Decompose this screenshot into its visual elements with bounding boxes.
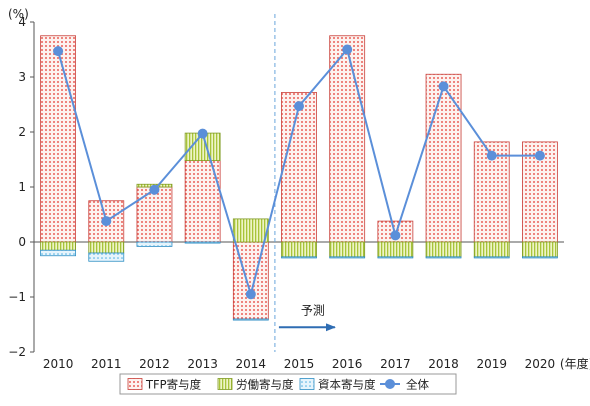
bar-segment-labor: [88, 241, 125, 254]
x-tick-label: 2016: [332, 357, 363, 371]
legend-item-tfp: TFP寄与度: [127, 378, 202, 392]
x-tick-label: 2011: [91, 357, 122, 371]
total-point: [294, 101, 304, 112]
bar-segment-capital: [40, 249, 76, 257]
forecast-annotation: 予測: [274, 14, 336, 352]
total-point: [101, 216, 112, 227]
x-tick-label: 2020: [525, 357, 556, 371]
bar-segment-labor: [377, 241, 414, 258]
x-axis-ticks: 2010 2011 2012 2013 2014 2015 2016 2017 2018 2019…: [43, 357, 555, 371]
bar-segment-labor: [281, 241, 317, 258]
forecast-label: 予測: [301, 304, 325, 318]
bar-segment-labor: [232, 218, 269, 243]
x-tick-label: 2017: [380, 357, 411, 371]
x-tick-label: 2013: [187, 357, 218, 371]
total-point: [149, 184, 160, 195]
legend-label-capital: 資本寄与度: [318, 378, 376, 392]
bar-segment-tfp: [136, 186, 173, 243]
legend-frame: [119, 373, 457, 395]
bar-segment-capital: [136, 241, 173, 247]
x-tick-label: 2015: [284, 357, 315, 371]
y-axis-ticks: 4 3 2 1 0 −1 −2: [8, 15, 34, 359]
y-tick-label: −1: [8, 290, 26, 304]
total-point: [342, 44, 353, 55]
total-line-layer: [53, 44, 545, 300]
bar-segment-capital: [281, 256, 317, 259]
y-tick-label: 3: [18, 70, 26, 84]
bar-segment-capital: [329, 256, 366, 259]
legend-marker-total: [385, 379, 395, 389]
bar-segment-labor: [425, 241, 462, 258]
x-tick-label: 2012: [139, 357, 170, 371]
total-point: [197, 128, 208, 139]
y-unit-label: (%): [8, 7, 29, 21]
bar-segment-capital: [473, 256, 510, 259]
total-point: [486, 150, 497, 161]
legend-label-tfp: TFP寄与度: [145, 378, 202, 392]
legend: TFP寄与度 労働寄与度 資本寄与度 全体: [119, 373, 457, 395]
legend-swatch-labor: [217, 378, 233, 390]
y-tick-label: 0: [18, 235, 26, 249]
y-tick-label: 1: [18, 180, 26, 194]
total-point: [534, 150, 545, 161]
y-tick-label: 2: [18, 125, 26, 139]
x-tick-label: 2019: [476, 357, 507, 371]
legend-label-total: 全体: [406, 378, 429, 392]
bar-segment-capital: [88, 252, 125, 262]
total-point: [53, 46, 64, 57]
bar-segment-labor: [522, 241, 558, 258]
legend-swatch-tfp: [127, 378, 143, 390]
x-tick-label: 2018: [428, 357, 459, 371]
bar-segment-capital: [232, 318, 269, 321]
total-point: [390, 230, 401, 241]
y-tick-label: 4: [18, 15, 26, 29]
x-tick-label: 2014: [236, 357, 267, 371]
bar-segment-capital: [522, 256, 558, 259]
bar-segment-capital: [184, 241, 221, 244]
bar-segment-labor: [329, 241, 366, 258]
legend-item-total: 全体: [380, 378, 429, 392]
bars-layer: [40, 35, 558, 321]
y-tick-label: −2: [8, 345, 26, 359]
x-tick-label: 2010: [43, 357, 74, 371]
bar-segment-capital: [425, 256, 462, 259]
legend-swatch-capital: [299, 378, 315, 390]
bar-segment-labor: [473, 241, 510, 258]
bar-segment-labor: [40, 241, 76, 251]
bar-segment-capital: [377, 256, 414, 259]
bar-segment-tfp: [281, 92, 317, 243]
legend-item-capital: 資本寄与度: [299, 378, 376, 392]
bar-segment-tfp: [329, 35, 366, 243]
bar-segment-tfp: [425, 73, 462, 243]
x-unit-label: (年度): [560, 356, 590, 371]
legend-item-labor: 労働寄与度: [217, 378, 294, 392]
bar-segment-tfp: [40, 35, 76, 243]
total-point: [438, 81, 449, 92]
legend-label-labor: 労働寄与度: [236, 378, 294, 392]
total-point: [245, 289, 256, 300]
